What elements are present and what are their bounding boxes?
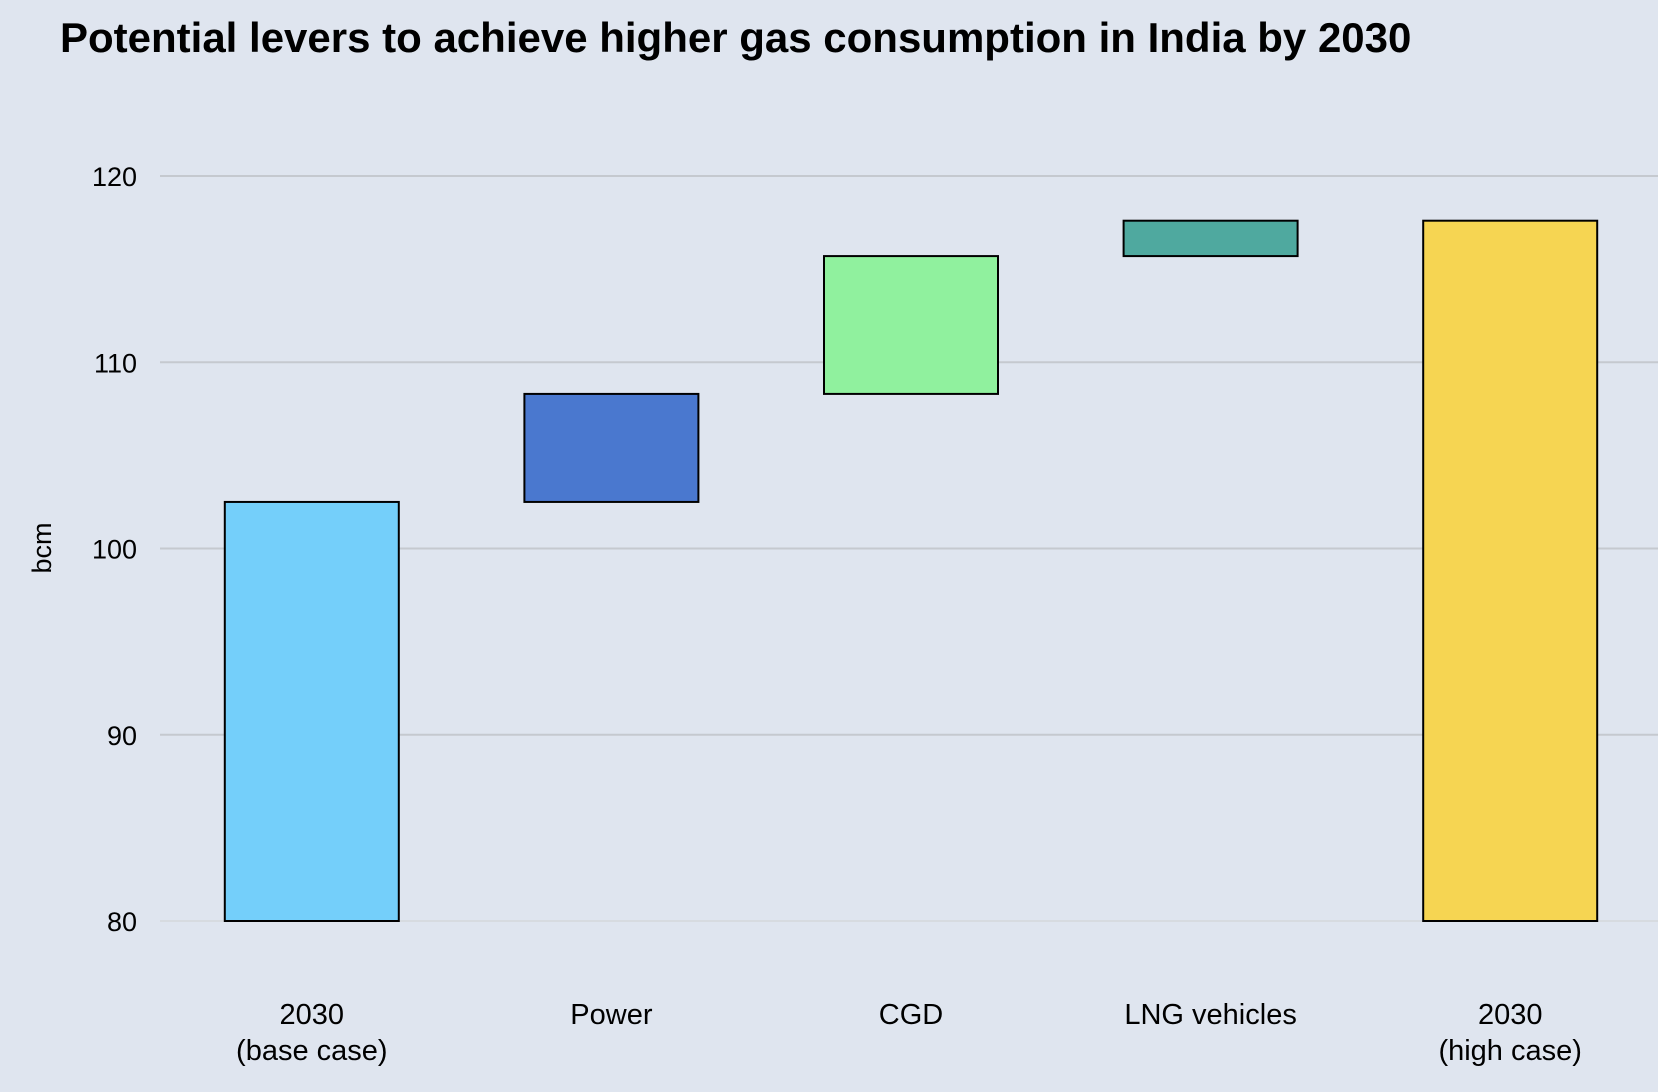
x-tick-label: 2030 [280, 999, 345, 1031]
x-tick-label: Power [570, 999, 653, 1031]
y-tick-label: 120 [92, 162, 137, 192]
y-tick-label: 90 [107, 721, 137, 751]
x-tick-label: CGD [879, 999, 943, 1031]
y-tick-label: 110 [94, 348, 137, 378]
x-tick-label: 2030 [1478, 999, 1543, 1031]
bar-2030-high-case [1422, 219, 1599, 922]
x-tick-label: LNG vehicles [1124, 999, 1296, 1031]
bar-2030-base-case [223, 500, 400, 922]
x-tick-label: (high case) [1438, 1035, 1581, 1067]
x-tick-label: (base case) [236, 1035, 388, 1067]
bar-lng-vehicles [1122, 219, 1299, 258]
y-axis-label: bcm [27, 522, 57, 573]
y-tick-label: 80 [107, 907, 137, 937]
y-tick-label: 100 [92, 535, 137, 565]
bar-power [523, 392, 700, 503]
chart-title: Potential levers to achieve higher gas c… [60, 14, 1412, 61]
bar-cgd [823, 255, 999, 395]
